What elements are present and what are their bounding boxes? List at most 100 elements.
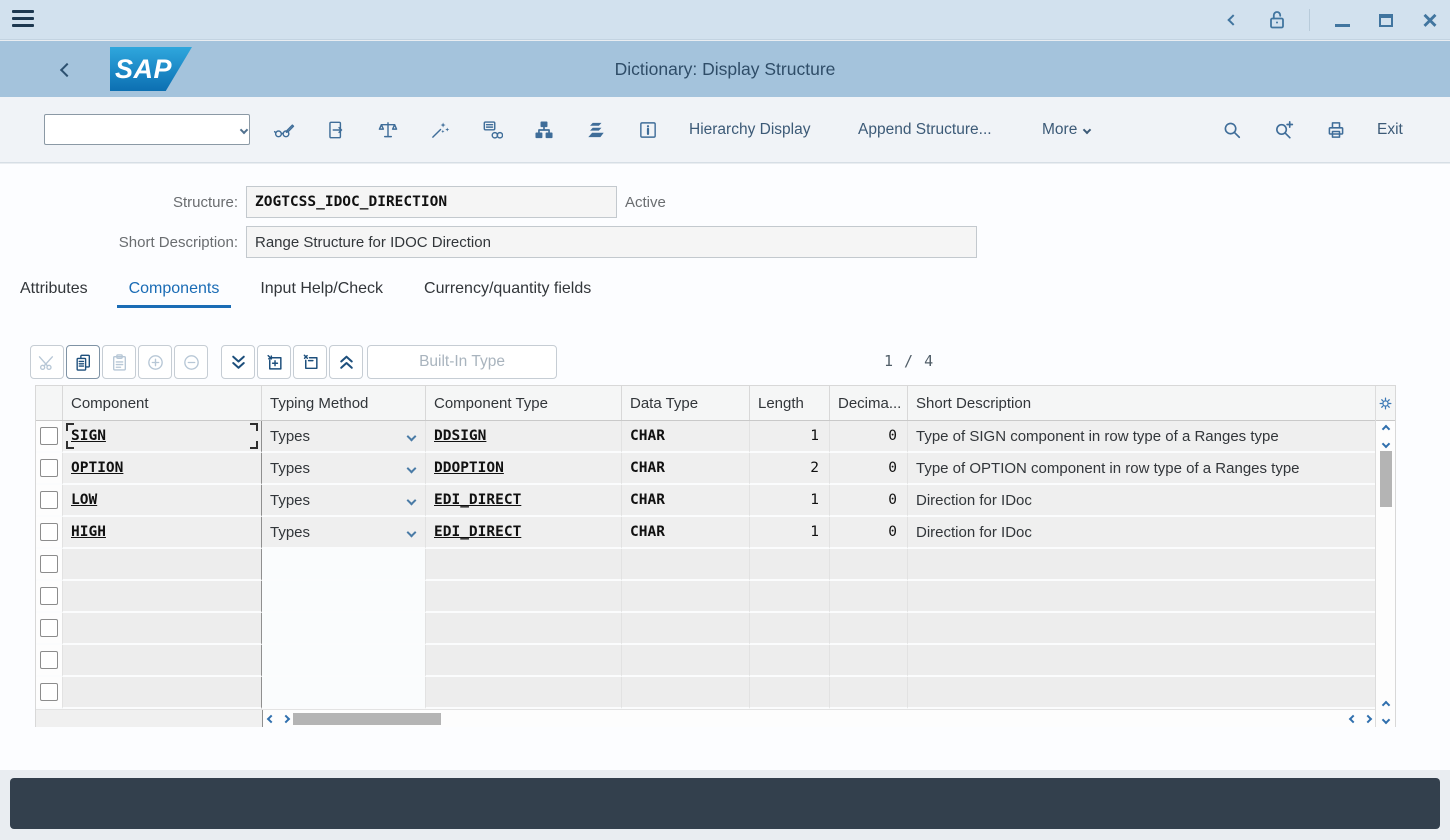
minimize-button[interactable] — [1330, 7, 1354, 33]
delete-row-button[interactable] — [174, 345, 208, 379]
paste-button[interactable] — [102, 345, 136, 379]
delete-line-button[interactable] — [293, 345, 327, 379]
scroll-right-icon[interactable] — [278, 710, 293, 727]
window-titlebar: × — [0, 0, 1450, 40]
scroll-left-icon[interactable] — [263, 710, 278, 727]
app-header: Dictionary: Display Structure SAP — [0, 41, 1450, 97]
main-content: Structure: ZOGTCSS_IDOC_DIRECTION Active… — [0, 164, 1450, 770]
header-data-type[interactable]: Data Type — [622, 386, 750, 420]
tab-attributes[interactable]: Attributes — [8, 268, 100, 310]
exit-button[interactable]: Exit — [1377, 97, 1403, 163]
component-link[interactable]: OPTION — [71, 460, 123, 476]
row-checkbox[interactable] — [40, 555, 58, 573]
copy-object-button[interactable] — [322, 116, 350, 144]
scroll-right-icon[interactable] — [1360, 710, 1375, 727]
menu-icon[interactable] — [12, 10, 36, 30]
cut-button[interactable] — [30, 345, 64, 379]
length-cell: 1 — [810, 428, 819, 444]
stack-icon[interactable] — [582, 116, 610, 144]
table-toolbar: Built-In Type — [30, 345, 557, 379]
header-length[interactable]: Length — [750, 386, 830, 420]
tab-currency-quantity-fields[interactable]: Currency/quantity fields — [412, 268, 603, 310]
header-component-type[interactable]: Component Type — [426, 386, 622, 420]
header-decimals[interactable]: Decima... — [830, 386, 908, 420]
vertical-scroll-track[interactable] — [1376, 507, 1395, 697]
search-icon[interactable] — [1218, 116, 1246, 144]
insert-row-button[interactable] — [138, 345, 172, 379]
short-description-field[interactable]: Range Structure for IDOC Direction — [246, 226, 977, 258]
unlock-icon[interactable] — [1265, 7, 1289, 33]
collapse-all-button[interactable] — [329, 345, 363, 379]
scroll-left-icon[interactable] — [1345, 710, 1360, 727]
decimals-cell: 0 — [888, 428, 897, 444]
typing-method-select[interactable]: Types — [270, 524, 417, 541]
hierarchy-icon[interactable] — [530, 116, 558, 144]
scroll-down-icon[interactable] — [1376, 712, 1395, 727]
row-checkbox[interactable] — [40, 459, 58, 477]
row-checkbox[interactable] — [40, 427, 58, 445]
row-checkbox[interactable] — [40, 683, 58, 701]
component-type-link[interactable]: DDOPTION — [434, 460, 504, 476]
typing-method-select[interactable]: Types — [270, 428, 417, 445]
data-type-cell: CHAR — [630, 492, 665, 508]
horizontal-scroll-thumb[interactable] — [293, 713, 441, 725]
decimals-cell: 0 — [888, 524, 897, 540]
header-short-description[interactable]: Short Description — [908, 386, 1375, 420]
search-more-icon[interactable] — [1270, 116, 1298, 144]
command-input[interactable] — [45, 115, 238, 144]
typing-method-select[interactable]: Types — [270, 492, 417, 509]
close-button[interactable]: × — [1418, 7, 1442, 33]
more-button[interactable]: More — [1042, 97, 1090, 163]
row-checkbox[interactable] — [40, 651, 58, 669]
component-link[interactable]: SIGN — [71, 428, 106, 444]
display-change-button[interactable] — [270, 116, 298, 144]
hierarchy-display-button[interactable]: Hierarchy Display — [689, 97, 810, 163]
component-type-link[interactable]: EDI_DIRECT — [434, 524, 521, 540]
scroll-down-icon[interactable] — [1376, 436, 1395, 451]
expand-all-button[interactable] — [221, 345, 255, 379]
insert-line-button[interactable] — [257, 345, 291, 379]
tab-strip: Attributes Components Input Help/Check C… — [8, 268, 620, 310]
row-checkbox[interactable] — [40, 587, 58, 605]
built-in-type-button[interactable]: Built-In Type — [367, 345, 557, 379]
command-field[interactable] — [44, 114, 250, 145]
row-checkbox[interactable] — [40, 523, 58, 541]
maximize-button[interactable] — [1374, 7, 1398, 33]
header-select-column[interactable] — [36, 386, 63, 420]
short-description-cell: Direction for IDoc — [916, 524, 1032, 541]
close-icon: × — [1422, 9, 1437, 31]
component-link[interactable]: LOW — [71, 492, 97, 508]
print-icon[interactable] — [1322, 116, 1350, 144]
horizontal-scroll-track[interactable] — [441, 710, 1345, 727]
scroll-up-icon[interactable] — [1376, 697, 1395, 712]
where-used-icon[interactable] — [478, 116, 506, 144]
vertical-scroll-thumb[interactable] — [1380, 451, 1392, 507]
activate-icon[interactable] — [426, 116, 454, 144]
scroll-up-icon[interactable] — [1376, 421, 1395, 436]
table-row-empty — [36, 549, 1375, 581]
nav-back-icon[interactable] — [1221, 7, 1245, 33]
copy-button[interactable] — [66, 345, 100, 379]
component-link[interactable]: HIGH — [71, 524, 106, 540]
chevron-down-icon — [407, 463, 417, 473]
header-component[interactable]: Component — [63, 386, 262, 420]
back-button[interactable] — [54, 57, 80, 83]
row-checkbox[interactable] — [40, 619, 58, 637]
data-type-cell: CHAR — [630, 428, 665, 444]
check-consistency-icon[interactable] — [374, 116, 402, 144]
component-type-link[interactable]: DDSIGN — [434, 428, 486, 444]
gear-icon — [1378, 396, 1393, 411]
component-type-link[interactable]: EDI_DIRECT — [434, 492, 521, 508]
structure-field[interactable]: ZOGTCSS_IDOC_DIRECTION — [246, 186, 617, 218]
append-structure-button[interactable]: Append Structure... — [858, 97, 992, 163]
table-settings-cell[interactable] — [1376, 386, 1395, 421]
row-checkbox[interactable] — [40, 491, 58, 509]
chevron-down-icon — [1083, 126, 1091, 134]
tab-components[interactable]: Components — [117, 268, 232, 310]
table-row-empty — [36, 645, 1375, 677]
tab-input-help-check[interactable]: Input Help/Check — [248, 268, 395, 310]
chevron-down-icon[interactable] — [238, 127, 249, 133]
typing-method-select[interactable]: Types — [270, 460, 417, 477]
info-icon[interactable] — [634, 116, 662, 144]
header-typing-method[interactable]: Typing Method — [262, 386, 426, 420]
